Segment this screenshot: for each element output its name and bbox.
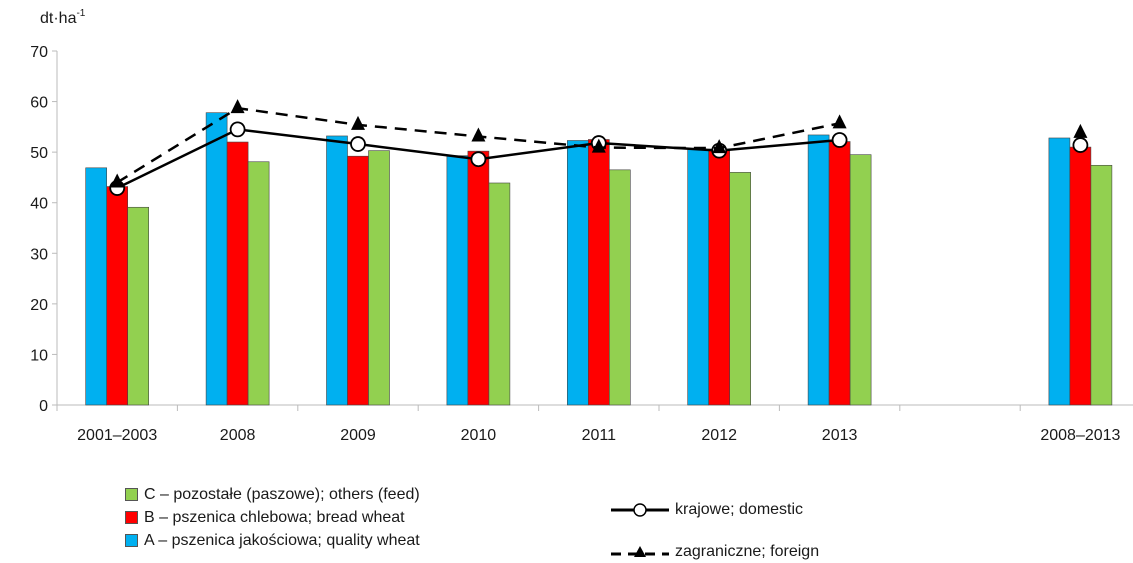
bar (807, 134, 830, 406)
bar (247, 161, 270, 406)
dashed-triangle-marker-icon (611, 545, 669, 557)
legend-item-domestic: krajowe; domestic (609, 498, 819, 521)
bar (566, 140, 589, 406)
bar (347, 155, 369, 406)
foreign-point (712, 139, 727, 154)
x-tick-label: 2008–2013 (1040, 427, 1120, 444)
unit-superscript: -1 (76, 8, 85, 19)
bar (446, 155, 469, 406)
lines (109, 99, 1089, 196)
bar (127, 206, 149, 406)
legend-label-b: B – pszenica chlebowa; bread wheat (144, 508, 405, 526)
foreign-point (591, 138, 606, 153)
y-tick-label: 30 (30, 246, 48, 263)
bar (205, 112, 228, 406)
bar (488, 182, 511, 406)
bar (226, 141, 249, 406)
x-tick-label: 2013 (822, 427, 858, 444)
legend-lines: krajowe; domestic zagraniczne; foreign (609, 498, 819, 563)
swatch-blue-icon (125, 534, 138, 547)
bar (828, 141, 851, 406)
legend-label-a: A – pszenica jakościowa; quality wheat (144, 531, 420, 549)
x-tick-label: 2012 (701, 427, 737, 444)
bar (1048, 137, 1071, 406)
x-tick-label: 2010 (461, 427, 497, 444)
domestic-point (229, 121, 246, 138)
y-tick-label: 60 (30, 95, 48, 112)
foreign-point (832, 114, 847, 129)
x-ticks: 2001–2003 2008 2009 2010 2011 2012 2013 2008–20… (56, 405, 1121, 444)
foreign-point (110, 173, 125, 188)
y-axis-unit-label: dt·ha-1 (40, 8, 86, 27)
bar (729, 172, 752, 406)
legend-item-c: C – pozostałe (paszowe); others (feed) (125, 483, 420, 506)
legend-item-foreign: zagraniczne; foreign (609, 540, 819, 563)
domestic-point (831, 132, 848, 148)
bar (708, 148, 731, 406)
x-tick-label: 2009 (340, 427, 376, 444)
y-tick-label: 20 (30, 297, 48, 314)
y-ticks: 0 10 20 30 40 50 60 70 (30, 44, 57, 415)
x-tick-label: 2011 (582, 427, 617, 444)
bar (85, 167, 107, 406)
bar (849, 154, 872, 406)
bar (587, 139, 610, 406)
bar (687, 149, 710, 406)
foreign-point (230, 99, 245, 114)
bar (1069, 146, 1092, 406)
bars (85, 112, 1113, 406)
legend-item-b: B – pszenica chlebowa; bread wheat (125, 506, 420, 529)
y-tick-label: 70 (30, 44, 48, 61)
y-tick-label: 50 (30, 145, 48, 162)
bar (608, 169, 631, 406)
legend-label-foreign: zagraniczne; foreign (675, 542, 820, 560)
foreign-point (471, 127, 486, 142)
domestic-point (1072, 137, 1089, 153)
bar (1090, 164, 1113, 406)
legend-label-c: C – pozostałe (paszowe); others (feed) (144, 485, 420, 503)
line-circle-marker-icon (611, 502, 669, 517)
swatch-green-icon (125, 488, 138, 501)
bar (467, 150, 490, 406)
legend-item-a: A – pszenica jakościowa; quality wheat (125, 529, 420, 552)
bar (326, 135, 348, 406)
x-tick-label: 2008 (220, 427, 256, 444)
foreign-point (351, 115, 365, 130)
swatch-red-icon (125, 511, 138, 524)
bar (106, 186, 128, 406)
bar (368, 150, 390, 406)
domestic-point (350, 136, 366, 152)
x-tick-label: 2001–2003 (77, 427, 157, 444)
legend-label-domestic: krajowe; domestic (675, 500, 804, 518)
y-tick-label: 40 (30, 196, 48, 213)
domestic-point (470, 151, 487, 168)
unit-text: dt·ha (40, 10, 77, 27)
legend-bars: C – pozostałe (paszowe); others (feed) B… (125, 483, 420, 552)
y-tick-label: 0 (39, 398, 48, 415)
y-tick-label: 10 (30, 347, 48, 364)
foreign-point (1073, 123, 1088, 138)
